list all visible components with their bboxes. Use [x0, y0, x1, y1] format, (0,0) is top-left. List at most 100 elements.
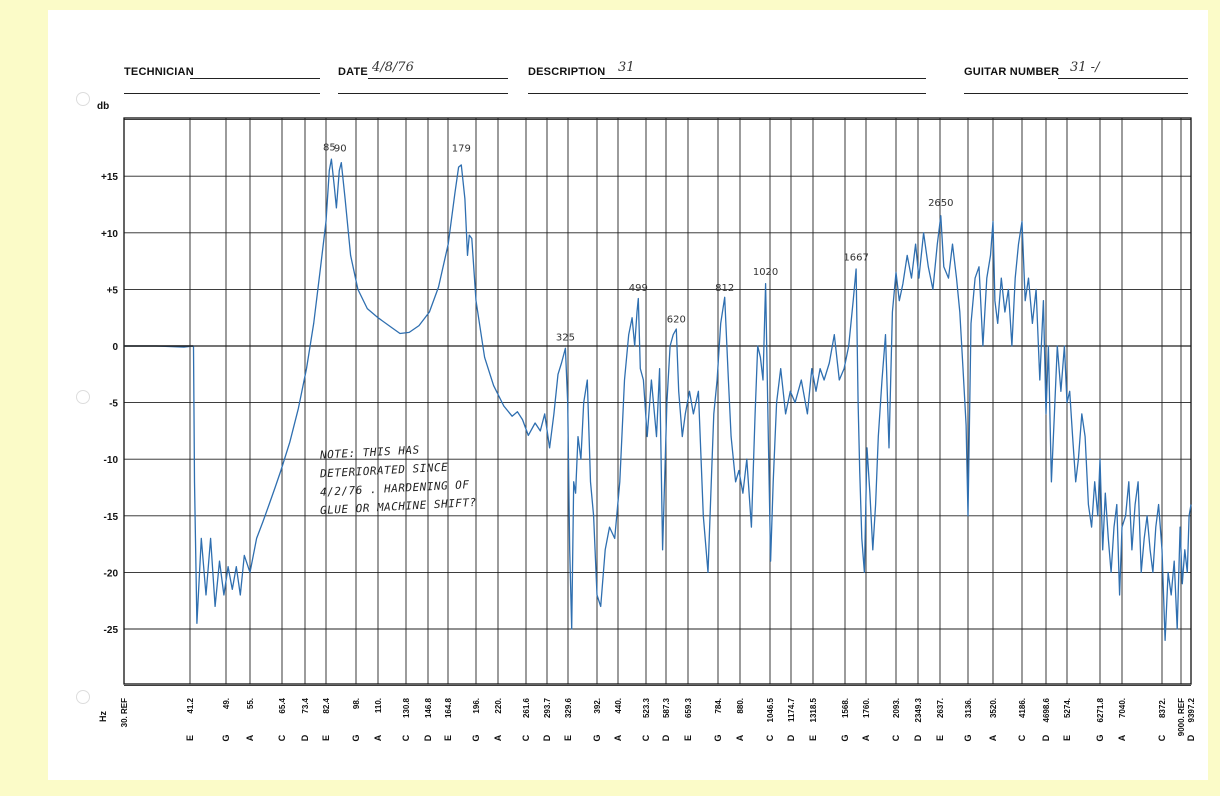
x-note-label: E — [563, 735, 573, 741]
x-note-label: E — [321, 735, 331, 741]
x-note-label: G — [592, 734, 602, 741]
x-note-label: C — [1157, 734, 1167, 741]
x-tick-label: 1046.5 — [766, 697, 775, 722]
x-tick-label: 1568. — [841, 698, 850, 718]
x-tick-label: 587.3 — [662, 697, 671, 718]
x-note-label: D — [913, 734, 923, 741]
x-note-label: C — [641, 734, 651, 741]
peak-annotation: 2650 — [928, 198, 953, 209]
x-note-label: G — [471, 734, 481, 741]
peak-annotation: 179 — [452, 144, 471, 155]
peak-annotation: 1020 — [753, 267, 778, 278]
x-tick-label: 82.4 — [322, 697, 331, 713]
date-line-2 — [338, 93, 508, 94]
y-tick-label: -10 — [104, 455, 119, 466]
technician-line-2 — [124, 93, 320, 94]
form-header: TECHNICIAN DATE 4/8/76 DESCRIPTION 31 GU… — [0, 0, 1220, 100]
x-note-label: G — [221, 734, 231, 741]
x-tick-label: 3520. — [989, 698, 998, 718]
x-tick-label: 146.8 — [424, 697, 433, 718]
peak-annotation: 85 — [323, 143, 336, 154]
y-tick-label: -20 — [104, 568, 119, 579]
x-tick-label: 55. — [246, 698, 255, 709]
x-note-label: A — [245, 734, 255, 741]
x-tick-label: 65.4 — [278, 697, 287, 713]
x-tick-label: 9397.2 — [1187, 697, 1196, 722]
x-note-label: E — [808, 735, 818, 741]
x-tick-label: 2093. — [892, 698, 901, 718]
x-tick-label: 73.4 — [301, 697, 310, 713]
y-tick-label: +10 — [101, 229, 118, 240]
x-tick-label: 659.3 — [684, 697, 693, 718]
guitar-number-line — [1058, 78, 1188, 79]
x-note-label: G — [963, 734, 973, 741]
punch-hole — [76, 92, 90, 106]
x-note-label: C — [1017, 734, 1027, 741]
x-note-label: G — [840, 734, 850, 741]
x-tick-label: 7040. — [1118, 698, 1127, 718]
x-tick-label: 329.6 — [564, 697, 573, 718]
x-note-label: A — [373, 734, 383, 741]
x-note-label: C — [277, 734, 287, 741]
x-note-label: G — [713, 734, 723, 741]
x-tick-label: 2637. — [936, 698, 945, 718]
y-axis-label: db — [97, 101, 109, 112]
x-tick-label: 164.8 — [444, 697, 453, 718]
x-tick-label: 8372. — [1158, 698, 1167, 718]
x-tick-label: 293.7 — [543, 697, 552, 718]
y-tick-label: +15 — [101, 172, 118, 183]
x-note-label: G — [351, 734, 361, 741]
description-line — [600, 78, 926, 79]
punch-hole — [76, 390, 90, 404]
x-tick-label: 110. — [374, 698, 383, 713]
x-note-label: D — [542, 734, 552, 741]
description-value: 31 — [618, 60, 635, 75]
peak-annotation: 1667 — [843, 252, 868, 263]
x-note-label: C — [401, 734, 411, 741]
x-tick-label: 41.2 — [186, 697, 195, 713]
x-note-label: A — [613, 734, 623, 741]
x-note-label: D — [661, 734, 671, 741]
x-tick-label: 130.8 — [402, 697, 411, 718]
technician-label: TECHNICIAN — [124, 66, 194, 78]
x-note-label: C — [521, 734, 531, 741]
x-tick-label: 30. REF — [120, 698, 129, 727]
x-note-label: E — [443, 735, 453, 741]
description-line-2 — [528, 93, 926, 94]
y-tick-label: 0 — [112, 342, 118, 353]
x-tick-label: 1318.5 — [809, 697, 818, 722]
x-tick-label: 261.6 — [522, 697, 531, 718]
y-tick-label: -15 — [104, 512, 119, 523]
x-tick-label: 1174.7 — [787, 697, 796, 722]
response-curve — [124, 158, 1192, 641]
plot-border — [123, 117, 1192, 685]
guitar-number-label: GUITAR NUMBER — [964, 66, 1060, 78]
x-tick-label: 220. — [494, 698, 503, 714]
x-note-label: E — [935, 735, 945, 741]
guitar-number-line-2 — [964, 93, 1188, 94]
x-tick-label: 3136. — [964, 698, 973, 718]
x-tick-label: 1760. — [862, 698, 871, 718]
x-tick-label: 49. — [222, 698, 231, 709]
x-note-label: E — [683, 735, 693, 741]
peak-annotation: 812 — [715, 283, 734, 294]
x-axis-label: Hz — [98, 711, 108, 722]
x-note-label: A — [493, 734, 503, 741]
x-note-label: A — [988, 734, 998, 741]
date-label: DATE — [338, 66, 368, 78]
x-note-label: A — [1117, 734, 1127, 741]
peak-annotation: 620 — [667, 315, 686, 326]
y-tick-label: -25 — [104, 625, 119, 636]
x-tick-label: 4698.6 — [1042, 697, 1051, 722]
paper-sheet — [48, 10, 1208, 780]
x-tick-label: 880. — [736, 698, 745, 714]
punch-hole — [76, 690, 90, 704]
x-tick-label: 2349.3 — [914, 697, 923, 722]
x-note-label: D — [423, 734, 433, 741]
x-note-label: D — [1186, 734, 1196, 741]
date-line — [368, 78, 508, 79]
peak-annotation: 499 — [629, 283, 648, 294]
x-note-label: D — [786, 734, 796, 741]
x-tick-label: 196. — [472, 698, 481, 714]
x-tick-label: 4186. — [1018, 698, 1027, 718]
